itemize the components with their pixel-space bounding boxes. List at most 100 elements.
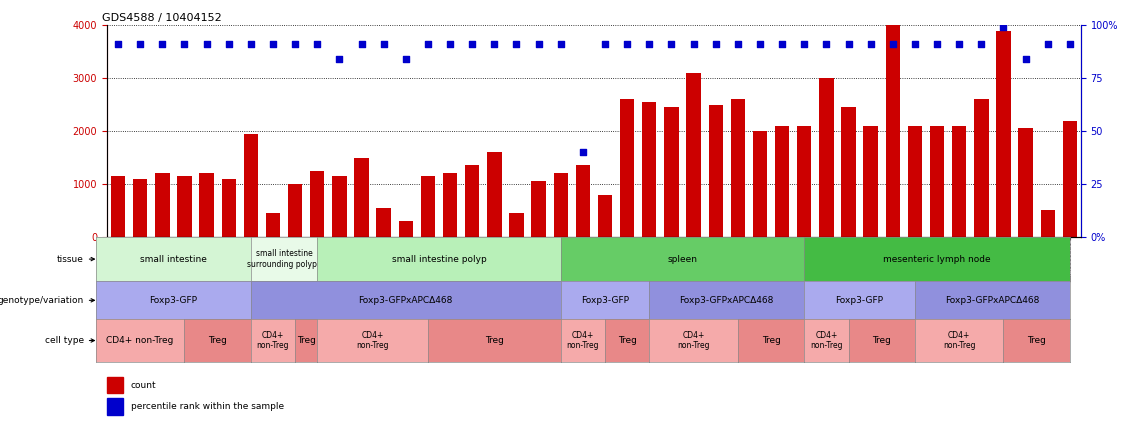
- Text: percentile rank within the sample: percentile rank within the sample: [131, 402, 284, 411]
- Point: [441, 41, 459, 48]
- Bar: [110, 176, 125, 237]
- Bar: [642, 102, 656, 237]
- Bar: [421, 176, 435, 237]
- Bar: [199, 173, 214, 237]
- Bar: [708, 105, 723, 237]
- Point: [662, 41, 680, 48]
- Point: [884, 41, 902, 48]
- Text: small intestine: small intestine: [140, 255, 207, 264]
- Point: [263, 41, 282, 48]
- Point: [552, 41, 570, 48]
- Point: [574, 149, 592, 156]
- Bar: [266, 213, 280, 237]
- Bar: [133, 179, 148, 237]
- Bar: [930, 126, 945, 237]
- Point: [286, 41, 304, 48]
- Text: CD4+
non-Treg: CD4+ non-Treg: [678, 331, 709, 350]
- Point: [309, 41, 327, 48]
- Point: [176, 41, 194, 48]
- Text: Foxp3-GFP: Foxp3-GFP: [150, 296, 197, 305]
- Point: [685, 41, 703, 48]
- Text: Foxp3-GFP: Foxp3-GFP: [581, 296, 629, 305]
- Text: Foxp3-GFPxAPCΔ468: Foxp3-GFPxAPCΔ468: [358, 296, 453, 305]
- Point: [729, 41, 747, 48]
- Point: [109, 41, 127, 48]
- Point: [375, 41, 393, 48]
- Text: genotype/variation: genotype/variation: [0, 296, 83, 305]
- Text: cell type: cell type: [45, 336, 83, 345]
- Bar: [107, 398, 123, 415]
- Bar: [509, 213, 524, 237]
- Bar: [575, 165, 590, 237]
- Text: Treg: Treg: [1027, 336, 1046, 345]
- Text: Treg: Treg: [208, 336, 227, 345]
- Point: [994, 24, 1012, 31]
- Text: small intestine polyp: small intestine polyp: [392, 255, 486, 264]
- Point: [973, 41, 991, 48]
- Text: Treg: Treg: [485, 336, 503, 345]
- Bar: [864, 126, 878, 237]
- Bar: [376, 208, 391, 237]
- Point: [906, 41, 924, 48]
- Text: CD4+
non-Treg: CD4+ non-Treg: [810, 331, 842, 350]
- Point: [1017, 56, 1035, 63]
- Point: [817, 41, 835, 48]
- Bar: [1018, 129, 1033, 237]
- Point: [950, 41, 968, 48]
- Point: [861, 41, 879, 48]
- Point: [596, 41, 614, 48]
- Bar: [465, 165, 480, 237]
- Bar: [664, 107, 679, 237]
- Text: count: count: [131, 381, 157, 390]
- Bar: [974, 99, 989, 237]
- Bar: [753, 131, 767, 237]
- Bar: [554, 173, 568, 237]
- Point: [641, 41, 659, 48]
- Bar: [177, 176, 191, 237]
- Text: Foxp3-GFPxAPCΔ468: Foxp3-GFPxAPCΔ468: [680, 296, 774, 305]
- Point: [352, 41, 370, 48]
- Bar: [310, 171, 324, 237]
- Text: Foxp3-GFP: Foxp3-GFP: [835, 296, 884, 305]
- Bar: [1040, 211, 1055, 237]
- Text: Treg: Treg: [873, 336, 891, 345]
- Text: tissue: tissue: [56, 255, 83, 264]
- Point: [242, 41, 260, 48]
- Bar: [731, 99, 745, 237]
- Text: CD4+ non-Treg: CD4+ non-Treg: [107, 336, 173, 345]
- Bar: [775, 126, 789, 237]
- Text: small intestine
surrounding polyps: small intestine surrounding polyps: [247, 250, 321, 269]
- Text: GDS4588 / 10404152: GDS4588 / 10404152: [102, 13, 222, 23]
- Text: mesenteric lymph node: mesenteric lymph node: [883, 255, 991, 264]
- Text: Treg: Treg: [618, 336, 636, 345]
- Text: Treg: Treg: [297, 336, 315, 345]
- Text: CD4+
non-Treg: CD4+ non-Treg: [566, 331, 599, 350]
- Point: [220, 41, 238, 48]
- Point: [419, 41, 437, 48]
- Text: CD4+
non-Treg: CD4+ non-Treg: [942, 331, 975, 350]
- Point: [463, 41, 481, 48]
- Point: [840, 41, 858, 48]
- Bar: [399, 221, 413, 237]
- Point: [529, 41, 547, 48]
- Bar: [620, 99, 634, 237]
- Bar: [288, 184, 302, 237]
- Text: spleen: spleen: [668, 255, 697, 264]
- Bar: [997, 31, 1011, 237]
- Text: Treg: Treg: [761, 336, 780, 345]
- Text: Foxp3-GFPxAPCΔ468: Foxp3-GFPxAPCΔ468: [945, 296, 1039, 305]
- Point: [774, 41, 792, 48]
- Point: [153, 41, 171, 48]
- Point: [751, 41, 769, 48]
- Point: [396, 56, 414, 63]
- Bar: [820, 78, 833, 237]
- Bar: [687, 73, 700, 237]
- Bar: [908, 126, 922, 237]
- Bar: [886, 25, 900, 237]
- Bar: [332, 176, 347, 237]
- Text: CD4+
non-Treg: CD4+ non-Treg: [257, 331, 289, 350]
- Point: [131, 41, 149, 48]
- Point: [928, 41, 946, 48]
- Bar: [951, 126, 966, 237]
- Bar: [841, 107, 856, 237]
